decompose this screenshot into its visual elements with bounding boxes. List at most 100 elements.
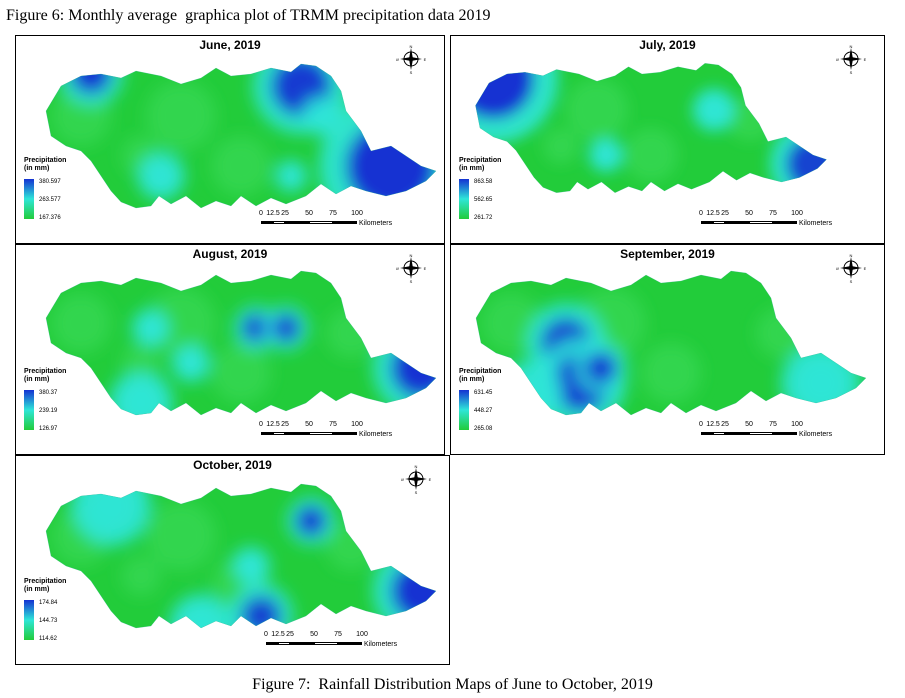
precipitation-legend: Precipitation (in mm) 863.58 562.65 261.72 — [459, 157, 529, 237]
scale-bar: 0 12.5 25 50 75 100 Kilometers — [256, 421, 426, 443]
scale-tick-label: 100 — [351, 210, 363, 217]
legend-value: 863.58 — [474, 179, 493, 185]
precipitation-legend: Precipitation (in mm) 380.37 239.19 126.97 — [24, 368, 94, 448]
legend-value: 380.597 — [39, 179, 61, 185]
legend-unit: (in mm) — [24, 586, 50, 593]
precipitation-legend: Precipitation (in mm) 174.84 144.73 114.62 — [24, 578, 94, 658]
legend-unit: (in mm) — [459, 165, 485, 172]
scale-tick-label: 12.5 — [266, 421, 280, 428]
precipitation-map — [45, 63, 437, 209]
scale-tick-label: 75 — [769, 210, 777, 217]
scale-segment — [333, 432, 357, 435]
legend-value: 265.08 — [474, 426, 493, 432]
scale-unit: Kilometers — [359, 431, 393, 438]
legend-color-ramp — [24, 600, 34, 640]
scale-bar: 0 12.5 25 50 75 100 Kilometers — [696, 210, 866, 232]
scale-tick-label: 0 — [259, 421, 263, 428]
north-arrow-icon: N S E W — [835, 44, 867, 75]
scale-segment — [278, 642, 290, 645]
compass-letter-e: E — [864, 266, 866, 271]
scale-tick-label: 12.5 — [706, 421, 720, 428]
compass-letter-s: S — [415, 490, 418, 494]
precipitation-legend: Precipitation (in mm) 380.597 263.577 167.37… — [24, 157, 94, 237]
map-title: June, 2019 — [199, 38, 261, 52]
scale-bar: 0 12.5 25 50 75 100 Kilometers — [696, 421, 866, 443]
legend-value: 448.27 — [474, 408, 493, 414]
scale-unit: Kilometers — [364, 641, 398, 648]
map-title: September, 2019 — [620, 247, 715, 261]
scale-segment — [273, 221, 285, 224]
north-arrow-icon: N S E W — [395, 44, 427, 75]
legend-title: Precipitation — [24, 578, 67, 585]
compass-letter-e: E — [424, 57, 426, 62]
scale-tick-label: 0 — [259, 210, 263, 217]
legend-unit: (in mm) — [24, 165, 50, 172]
scale-tick-label: 50 — [310, 631, 318, 638]
scale-segment — [713, 432, 725, 435]
compass-letter-n: N — [850, 253, 853, 258]
scale-segment — [773, 221, 797, 224]
scale-tick-label: 100 — [356, 631, 368, 638]
legend-color-ramp — [459, 390, 469, 430]
scale-bar: 0 12.5 25 50 75 100 Kilometers — [261, 631, 431, 653]
scale-tick-label: 50 — [745, 210, 753, 217]
compass-letter-w: W — [401, 477, 404, 482]
precipitation-map — [45, 483, 437, 629]
legend-value: 114.62 — [39, 636, 57, 642]
map-title: October, 2019 — [193, 458, 272, 472]
precipitation-map — [45, 270, 437, 416]
compass-letter-s: S — [410, 279, 413, 283]
scale-unit: Kilometers — [359, 220, 393, 227]
compass-letter-n: N — [410, 44, 413, 49]
north-arrow-icon: N S E W — [395, 253, 427, 284]
legend-value: 167.376 — [39, 215, 61, 221]
compass-letter-w: W — [396, 57, 399, 62]
legend-value: 631.45 — [474, 390, 493, 396]
scale-tick-label: 0 — [699, 421, 703, 428]
legend-unit: (in mm) — [459, 376, 485, 383]
scale-unit: Kilometers — [799, 220, 833, 227]
scale-tick-label: 50 — [745, 421, 753, 428]
precipitation-map — [475, 62, 827, 194]
scale-tick-label: 75 — [329, 210, 337, 217]
map-title: August, 2019 — [192, 247, 268, 261]
scale-segment — [285, 221, 309, 224]
scale-segment — [338, 642, 362, 645]
legend-value: 144.73 — [39, 618, 58, 624]
scale-tick-label: 75 — [329, 421, 337, 428]
figure-7-caption: Figure 7: Rainfall Distribution Maps of … — [252, 676, 653, 693]
scale-tick-label: 50 — [305, 421, 313, 428]
legend-value: 562.65 — [474, 197, 493, 203]
scale-segment — [285, 432, 309, 435]
legend-color-ramp — [459, 179, 469, 219]
compass-letter-e: E — [424, 266, 426, 271]
scale-segment — [725, 221, 749, 224]
scale-segment — [266, 642, 278, 645]
legend-title: Precipitation — [459, 368, 502, 375]
scale-segment — [261, 432, 273, 435]
scale-tick-label: 75 — [334, 631, 342, 638]
map-panel-june: June, 2019 N S E W Precipitation (in mm) 380.59… — [15, 35, 445, 244]
scale-tick-label: 25 — [286, 631, 294, 638]
compass-letter-s: S — [850, 70, 853, 74]
legend-title: Precipitation — [459, 157, 502, 164]
scale-unit: Kilometers — [799, 431, 833, 438]
scale-segment — [290, 642, 314, 645]
scale-segment — [261, 221, 273, 224]
scale-segment — [701, 221, 713, 224]
legend-value: 261.72 — [474, 215, 493, 221]
scale-segment — [713, 221, 725, 224]
map-panel-august: August, 2019 N S E W Precipitation (in mm) 380.… — [15, 244, 445, 455]
figure-6-caption: Figure 6: Monthly average graphica plot … — [6, 7, 491, 24]
compass-letter-n: N — [850, 44, 853, 49]
scale-tick-label: 12.5 — [706, 210, 720, 217]
scale-segment — [701, 432, 713, 435]
scale-tick-label: 75 — [769, 421, 777, 428]
north-arrow-icon: N S E W — [835, 253, 867, 284]
map-panel-september: September, 2019 N S E W Precipitation (in mm) 6… — [450, 244, 885, 455]
compass-letter-w: W — [836, 57, 839, 62]
map-panel-july: July, 2019 N S E W Precipitation (in mm) 863.58… — [450, 35, 885, 244]
scale-segment — [314, 642, 338, 645]
north-arrow-icon: N S E W — [400, 464, 432, 495]
scale-segment — [749, 221, 773, 224]
